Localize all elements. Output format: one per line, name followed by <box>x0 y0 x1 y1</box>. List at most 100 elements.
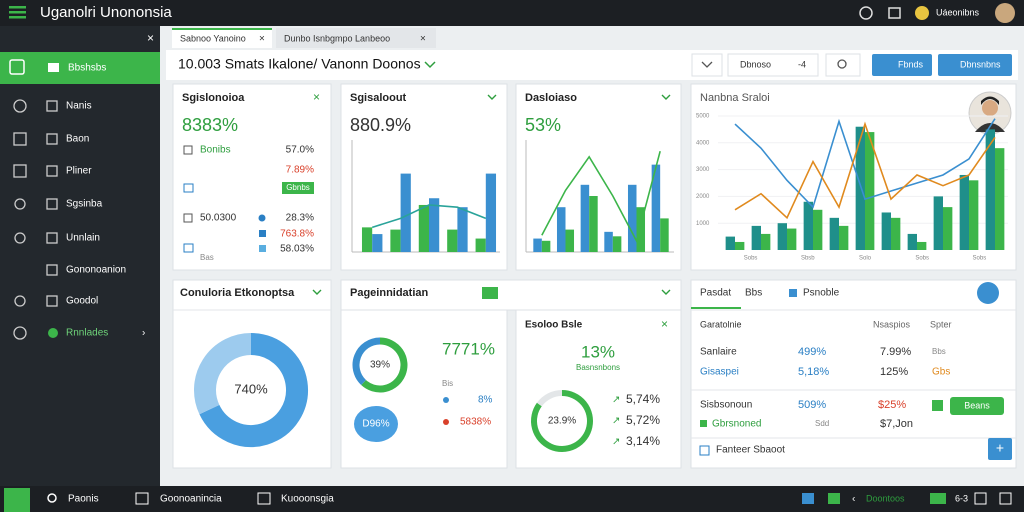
avatar[interactable] <box>995 3 1015 23</box>
legend-dot <box>443 419 449 425</box>
bar <box>447 229 458 252</box>
kpi: 13% <box>581 342 615 361</box>
close[interactable]: × <box>313 90 320 104</box>
bar <box>475 238 486 252</box>
add-button[interactable] <box>988 438 1012 460</box>
active-item[interactable] <box>0 52 160 84</box>
task-item[interactable]: Goonoanincia <box>160 494 222 505</box>
note: 3,14% <box>626 434 660 448</box>
icon <box>135 492 149 505</box>
chevron[interactable] <box>487 94 497 100</box>
tab-close[interactable]: × <box>420 34 426 45</box>
bar <box>361 227 373 252</box>
bar <box>418 204 429 252</box>
taskbar <box>0 486 1024 512</box>
dot <box>259 245 266 252</box>
start-button[interactable] <box>4 488 30 512</box>
bar <box>589 196 598 252</box>
footer: Bas <box>200 253 214 262</box>
cell: 5,18% <box>798 366 829 378</box>
task-item[interactable]: Paonis <box>68 494 99 505</box>
app-title: Uganolri Unononsia <box>40 4 172 21</box>
y-tick-label: 4000 <box>696 140 710 146</box>
icon[interactable] <box>859 6 873 20</box>
bar <box>390 229 401 252</box>
bar <box>761 233 771 250</box>
bar <box>803 201 813 250</box>
dropdown[interactable] <box>691 53 723 77</box>
nav-label[interactable]: Baon <box>66 134 89 145</box>
cell: Sisbsonoun <box>700 400 752 411</box>
caption: Basnsnbons <box>576 363 620 372</box>
chevron[interactable] <box>661 94 671 100</box>
kpi: 880.9% <box>350 115 411 135</box>
bar <box>565 229 575 252</box>
bar <box>541 240 551 252</box>
bar <box>612 236 622 252</box>
bar <box>751 225 761 250</box>
bar <box>636 207 646 252</box>
y-tick-label: 5000 <box>696 114 710 120</box>
y-tick-label: 1000 <box>696 221 710 227</box>
value: 57.0% <box>286 145 314 156</box>
icon <box>700 420 707 427</box>
checkbox[interactable] <box>932 400 943 411</box>
tab-label[interactable]: Sabnoo Yanoino <box>180 33 246 43</box>
bar <box>429 198 440 252</box>
tab-label[interactable]: Pasdat <box>700 288 731 299</box>
tab-label[interactable]: Dunbo Isnbgmpo Lanbeoo <box>284 33 390 43</box>
button[interactable] <box>938 54 1012 76</box>
checkbox[interactable] <box>183 213 193 223</box>
icon <box>828 493 840 504</box>
icon <box>999 492 1012 505</box>
button-label[interactable]: Beans <box>964 400 990 410</box>
icon <box>802 493 814 504</box>
ring-segment <box>194 333 252 415</box>
nav-label[interactable]: Nanis <box>66 101 92 112</box>
search-button[interactable] <box>825 53 861 77</box>
tab[interactable] <box>276 28 436 48</box>
bar <box>556 207 566 252</box>
search-box[interactable] <box>727 53 819 77</box>
close[interactable]: × <box>147 31 154 45</box>
page-title: 10.003 Smats Ikalone/ Vanonn Doonos <box>178 56 421 72</box>
nav-label[interactable]: Sgsinba <box>66 199 103 210</box>
badge-label: Gbnbs <box>286 183 310 192</box>
chevron: › <box>142 328 145 339</box>
nav-label[interactable]: Bbshsbs <box>68 63 106 74</box>
line <box>371 204 487 229</box>
bubble-label: D96% <box>362 419 389 430</box>
nav-label[interactable]: Pliner <box>66 166 92 177</box>
action-button[interactable] <box>977 282 999 304</box>
search-text[interactable]: Dbnoso <box>740 59 771 69</box>
tab-close[interactable]: × <box>259 34 265 45</box>
cell: $25% <box>878 399 906 411</box>
chevron[interactable] <box>312 289 322 295</box>
chevron[interactable] <box>661 289 671 295</box>
nav-label[interactable]: Goodol <box>66 296 98 307</box>
chevron[interactable] <box>424 61 436 69</box>
tab-label[interactable]: Psnoble <box>803 288 840 299</box>
tab-indicator <box>172 28 272 30</box>
user-name[interactable]: Uáeonibns <box>936 7 980 17</box>
card-title: Sgisaloout <box>350 92 407 104</box>
task-item[interactable]: Kuooonsgia <box>281 494 334 505</box>
icon[interactable] <box>888 7 901 19</box>
button[interactable] <box>950 397 1004 415</box>
sidebar <box>0 26 160 486</box>
button-label[interactable]: Fbnds <box>898 59 924 69</box>
close[interactable]: × <box>661 317 668 331</box>
nav-label[interactable]: Gononoanion <box>66 265 126 276</box>
nav-label[interactable]: Unnlain <box>66 233 100 244</box>
button[interactable] <box>872 54 932 76</box>
tab-label[interactable]: Bbs <box>745 288 762 299</box>
button-label[interactable]: Dbnsnbns <box>960 59 1001 69</box>
chevron[interactable]: ‹ <box>852 494 855 505</box>
nav-label[interactable]: Rnnlades <box>66 328 108 339</box>
add-icon[interactable]: + <box>996 440 1004 456</box>
menu-button[interactable] <box>9 6 26 19</box>
badge[interactable] <box>915 6 929 20</box>
tab[interactable] <box>172 28 272 48</box>
icon <box>699 445 710 456</box>
bar <box>604 231 613 252</box>
